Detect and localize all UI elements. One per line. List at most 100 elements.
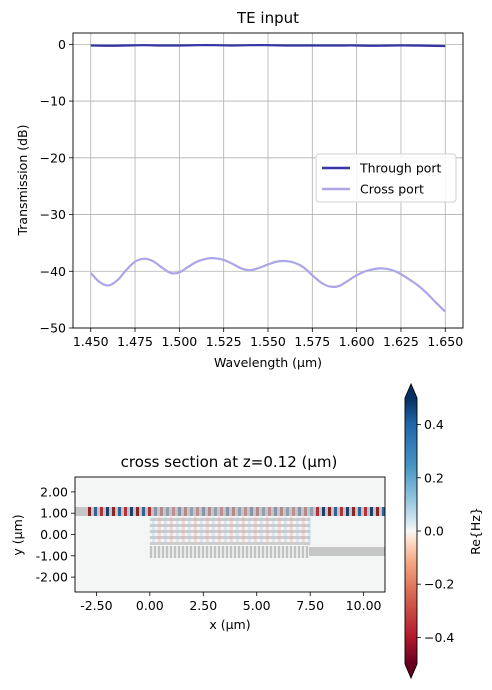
grating-tooth [201, 546, 205, 558]
heatmap-x-tick-label: -2.50 [80, 598, 112, 613]
grating-tooth [153, 546, 157, 558]
field-stripe-faint [247, 517, 251, 542]
heatmap-y-tick-label: 0.00 [40, 527, 68, 542]
field-stripe-faint [295, 517, 299, 542]
field-stripe-faint [289, 517, 293, 542]
transmission-chart: TE input 1.450 1.475 1.500 1.525 1.550 1.575 1… [15, 9, 464, 370]
field-stripe [250, 507, 253, 516]
colorbar-ticks: 0.4 0.2 0.0 −0.2 −0.4 [417, 417, 454, 645]
field-stripe [220, 507, 223, 516]
field-stripe-faint [229, 517, 233, 542]
cross-section-chart: cross section at z=0.12 (µm) -2.50 0.00 2.… [10, 382, 483, 680]
grating-tooth [217, 546, 221, 558]
x-tick-label: 1.600 [339, 334, 375, 349]
colorbar-extend-top [405, 384, 417, 398]
field-stripe [262, 507, 265, 516]
y-axis-label: Transmission (dB) [15, 125, 30, 237]
output-waveguide [309, 547, 385, 556]
x-tick-label: 1.575 [294, 334, 330, 349]
field-stripe [298, 507, 301, 516]
field-stripe [172, 507, 175, 516]
field-stripe-faint [199, 517, 203, 542]
field-stripe [280, 507, 283, 516]
grating-tooth [189, 546, 193, 558]
grating-tooth [229, 546, 233, 558]
colorbar: 0.4 0.2 0.0 −0.2 −0.4 Re{Hz} [404, 382, 483, 680]
heatmap-y-tick-label: 2.00 [40, 484, 68, 499]
field-stripe [370, 507, 373, 516]
field-stripe-faint [283, 517, 287, 542]
grating-tooth [149, 546, 153, 558]
field-stripe-faint [265, 517, 269, 542]
grating-tooth [165, 546, 169, 558]
field-stripe [292, 507, 295, 516]
x-tick-label: 1.500 [161, 334, 197, 349]
field-stripe [238, 507, 241, 516]
grating-tooth [213, 546, 217, 558]
field-stripe [202, 507, 205, 516]
colorbar-outline [404, 382, 418, 680]
field-stripe [376, 507, 379, 516]
grating-tooth [181, 546, 185, 558]
field-stripe [160, 507, 163, 516]
colorbar-tick-label: −0.4 [424, 630, 454, 645]
grating-tooth [297, 546, 301, 558]
field-stripe [136, 507, 139, 516]
y-tick-label: −30 [40, 207, 66, 222]
field-stripe [340, 507, 343, 516]
x-tick-label: 1.475 [117, 334, 153, 349]
grating-tooth [269, 546, 273, 558]
grating-tooth [225, 546, 229, 558]
field-stripe [184, 507, 187, 516]
grating-tooth [221, 546, 225, 558]
y-tick-label: −20 [40, 150, 66, 165]
y-tick-label: 0 [58, 37, 66, 52]
field-stripe [190, 507, 193, 516]
grating-tooth [265, 546, 269, 558]
field-stripe-faint [253, 517, 257, 542]
heatmap-x-tick-label: 7.50 [296, 598, 324, 613]
colorbar-tick-label: 0.4 [424, 417, 444, 432]
field-stripe [214, 507, 217, 516]
field-stripe [130, 507, 133, 516]
chart-ticks: 1.450 1.475 1.500 1.525 1.550 1.575 1.600 1.625… [40, 37, 464, 349]
grating-coupler-section [149, 518, 311, 558]
field-stripe [334, 507, 337, 516]
field-stripe [112, 507, 115, 516]
legend-label-cross: Cross port [360, 182, 424, 197]
field-stripe-faint [307, 517, 311, 542]
field-stripe [328, 507, 331, 516]
heatmap-ticks: -2.50 0.00 2.50 5.00 7.50 10.00 2.00 1.00 0.00 -1… [36, 484, 382, 613]
field-stripe-faint [277, 517, 281, 542]
grating-tooth [157, 546, 161, 558]
colorbar-gradient [405, 398, 417, 664]
x-tick-label: 1.650 [427, 334, 463, 349]
grating-tooth [305, 546, 309, 558]
field-stripe [268, 507, 271, 516]
grating-tooth [193, 546, 197, 558]
grating-tooth [185, 546, 189, 558]
field-stripe [178, 507, 181, 516]
waveguide-structure [75, 507, 385, 558]
heatmap-y-label: y (µm) [10, 514, 25, 555]
heatmap-x-tick-label: 5.00 [243, 598, 271, 613]
field-stripe [358, 507, 361, 516]
grating-row [149, 530, 311, 533]
field-stripe [232, 507, 235, 516]
colorbar-extend-bottom [405, 664, 417, 678]
x-tick-label: 1.450 [73, 334, 109, 349]
field-stripe [352, 507, 355, 516]
field-background [75, 477, 385, 592]
field-stripe-faint [181, 517, 185, 542]
field-stripe [106, 507, 109, 516]
heatmap-x-tick-label: 10.00 [346, 598, 382, 613]
field-stripe [166, 507, 169, 516]
field-stripe [100, 507, 103, 516]
grating-tooth [161, 546, 165, 558]
grating-tooth [289, 546, 293, 558]
field-stripe-faint [157, 517, 161, 542]
field-pattern [88, 507, 385, 542]
x-tick-label: 1.625 [383, 334, 419, 349]
colorbar-tick-label: −0.2 [424, 577, 454, 592]
